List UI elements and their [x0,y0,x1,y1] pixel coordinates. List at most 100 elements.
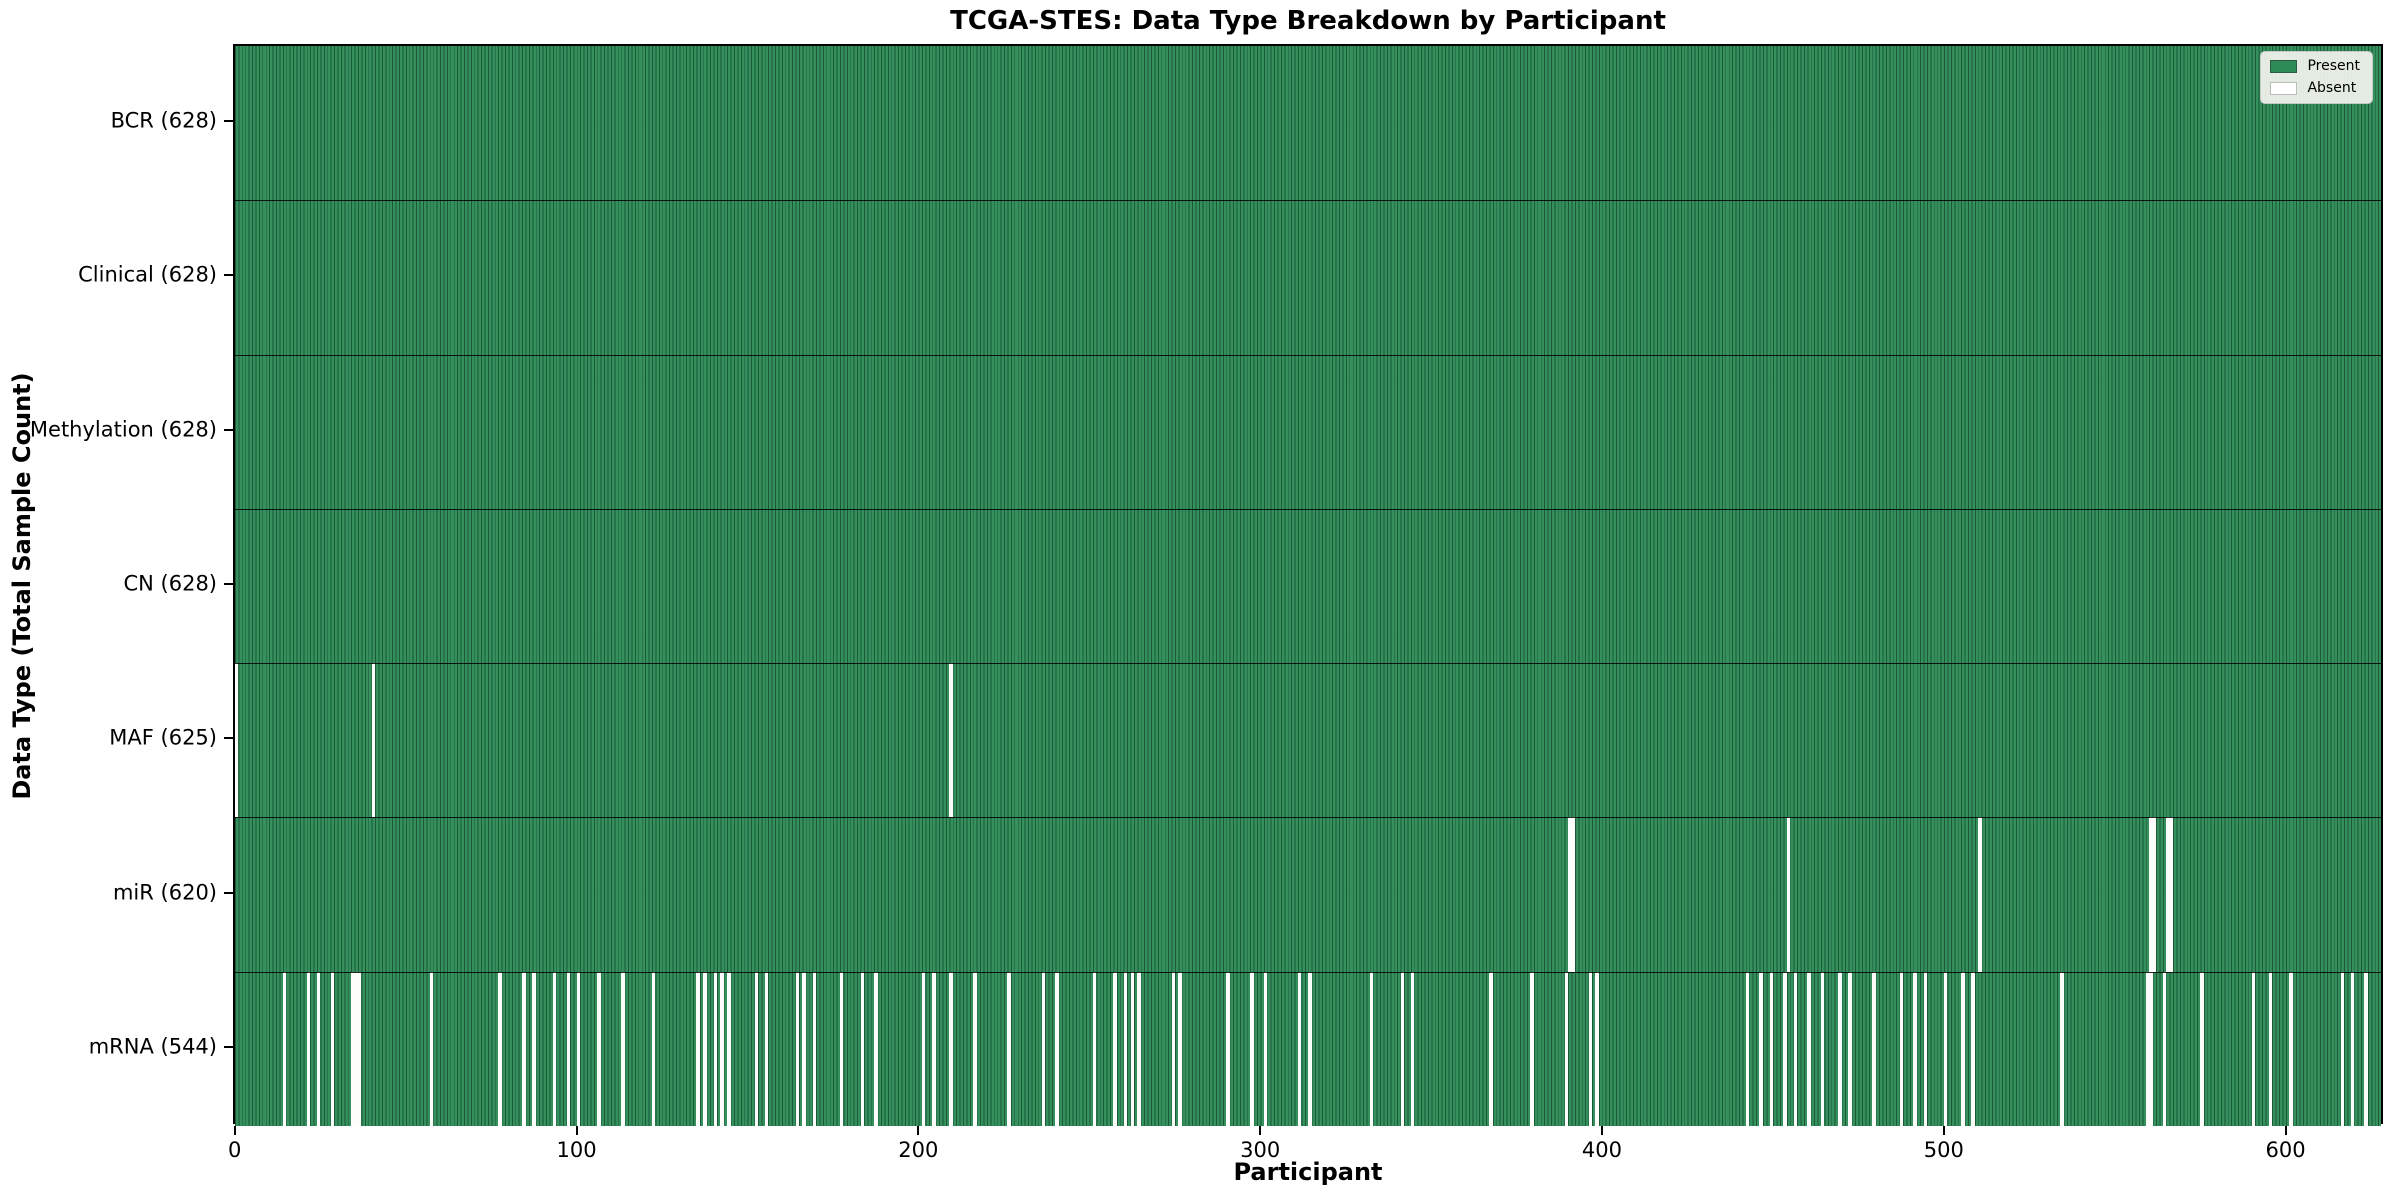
bar-edge-stripes [235,46,2381,201]
row-divider [235,971,2381,973]
y-tick-mark [224,583,233,585]
absent-gap [2169,817,2174,972]
legend-item-absent: Absent [2270,81,2360,96]
x-tick-label-600: 600 [2265,1138,2306,1162]
absent-gap [2289,971,2293,1126]
row-mrna [235,971,2381,1126]
bar-edge-stripes [235,817,2381,972]
absent-gap [1759,971,1763,1126]
absent-gap [652,971,656,1126]
x-tick-mark [917,1126,920,1135]
absent-gap [2145,971,2150,1126]
legend-swatch-present [2270,60,2298,73]
x-tick-label-100: 100 [556,1138,597,1162]
absent-gap [1838,971,1842,1126]
absent-gap [696,971,700,1126]
x-tick-mark [575,1126,578,1135]
plot-area: Present Absent [233,44,2383,1126]
absent-gap [973,971,977,1126]
absent-gap [1783,971,1787,1126]
y-tick-label-methylation: Methylation (628) [29,417,217,442]
absent-gap [358,971,362,1126]
bar-edge-stripes [235,971,2381,1126]
row-maf [235,663,2381,818]
absent-gap [949,971,953,1126]
y-tick-mark [224,737,233,740]
absent-gap [1745,971,1750,1126]
row-bcr [235,46,2381,201]
absent-gap [1588,971,1592,1126]
absent-gap [802,971,806,1126]
legend-item-present: Present [2270,59,2360,74]
absent-gap [532,971,536,1126]
absent-gap [2162,971,2167,1126]
absent-gap [330,971,335,1126]
absent-gap [1848,971,1852,1126]
x-tick-mark [2284,1126,2287,1135]
absent-gap [2152,817,2156,972]
absent-gap [932,971,936,1126]
absent-gap [1595,971,1599,1126]
absent-gap [621,971,625,1126]
bar-edge-stripes [235,508,2381,664]
absent-gap [1913,971,1917,1126]
absent-gap [2340,971,2344,1126]
absent-gap [713,971,717,1126]
x-tick-mark [1942,1126,1945,1135]
x-tick-label-500: 500 [1923,1138,1964,1162]
absent-gap [2166,817,2170,972]
y-tick-label-maf: MAF (625) [109,725,217,750]
absent-gap [1978,817,1982,972]
absent-gap [317,971,321,1126]
absent-gap [1899,971,1904,1126]
absent-gap [795,971,799,1126]
y-tick-mark [224,428,233,431]
absent-gap [522,971,526,1126]
absent-gap [429,971,434,1126]
row-divider [235,817,2381,819]
absent-gap [1263,971,1268,1126]
x-tick-mark [1600,1126,1603,1135]
x-tick-label-300: 300 [1240,1138,1281,1162]
absent-gap [1410,971,1415,1126]
legend-label-present: Present [2307,58,2360,74]
absent-gap [1007,971,1011,1126]
absent-gap [1971,971,1975,1126]
absent-gap [2364,971,2368,1126]
absent-gap [840,971,844,1126]
absent-gap [1298,971,1302,1126]
absent-gap [703,971,707,1126]
chart-title: TCGA-STES: Data Type Breakdown by Partic… [950,6,1666,36]
absent-gap [812,971,817,1126]
absent-gap [1092,971,1097,1126]
absent-gap [949,663,953,818]
absent-gap [1226,971,1230,1126]
absent-gap [1041,971,1046,1126]
absent-gap [1872,971,1876,1126]
absent-gap [1769,971,1774,1126]
y-tick-label-bcr: BCR (628) [110,108,217,133]
row-methylation [235,354,2381,509]
absent-gap [1489,971,1493,1126]
absent-gap [1944,971,1948,1126]
absent-gap [2251,971,2256,1126]
absent-gap [1961,971,1965,1126]
y-tick-mark [224,274,233,277]
x-axis-label: Participant [1233,1158,1383,1186]
absent-gap [354,971,359,1126]
absent-gap [2350,971,2355,1126]
y-tick-label-clinical: Clinical (628) [78,262,217,287]
absent-gap [922,971,926,1126]
x-tick-label-400: 400 [1581,1138,1622,1162]
absent-gap [1369,971,1374,1126]
row-divider [235,200,2381,202]
absent-gap [351,971,355,1126]
y-tick-label-cn: CN (628) [123,571,217,596]
row-divider [235,508,2381,510]
absent-gap [1793,971,1798,1126]
bar-edge-stripes [235,663,2381,818]
absent-gap [1055,971,1059,1126]
absent-gap [2268,971,2273,1126]
legend-swatch-absent [2270,82,2298,95]
absent-gap [2200,971,2204,1126]
